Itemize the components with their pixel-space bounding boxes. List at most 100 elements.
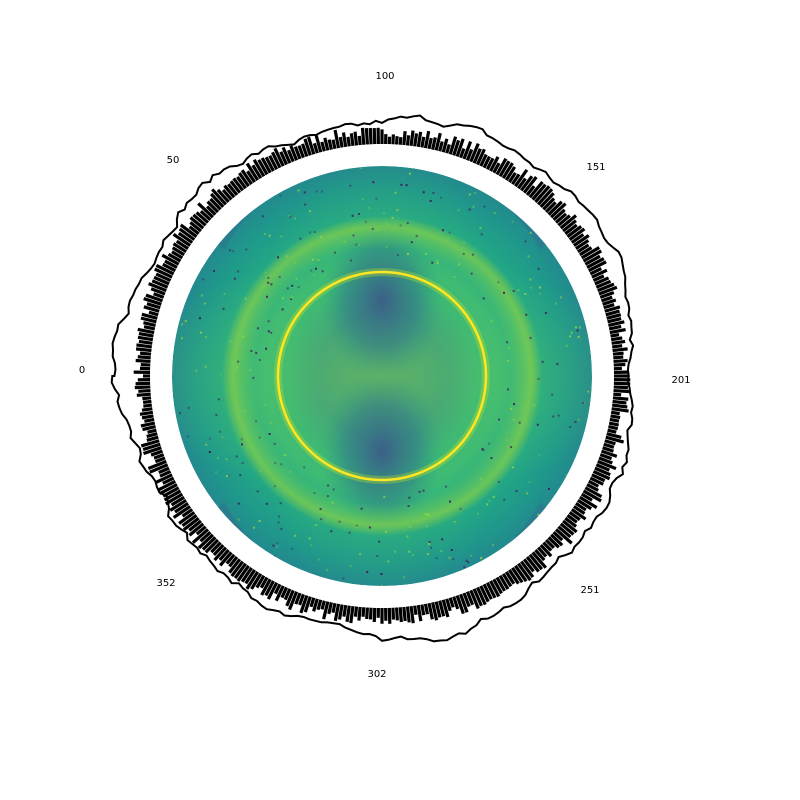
heatmap-speckle — [385, 246, 388, 249]
heatmap-speckle — [526, 492, 529, 495]
radial-bar — [610, 414, 621, 420]
radial-bar — [264, 156, 275, 172]
heatmap-speckle — [480, 477, 483, 480]
heatmap-speckle — [557, 414, 560, 417]
outer-line-profile — [110, 114, 635, 643]
radial-bar — [327, 602, 333, 615]
radial-bar — [303, 596, 312, 613]
radial-bar — [322, 601, 330, 620]
radial-bar — [564, 223, 578, 236]
heatmap-speckle — [280, 235, 283, 238]
radial-bar — [306, 136, 316, 155]
heatmap-speckle — [259, 469, 262, 472]
tick-label-302: 302 — [367, 669, 386, 680]
radial-bar — [320, 141, 326, 152]
radial-bar — [485, 581, 497, 599]
heatmap-speckle — [408, 550, 411, 553]
heatmap-speckle — [377, 229, 380, 232]
radial-bar — [342, 604, 348, 617]
heatmap-speckle — [418, 490, 421, 493]
radial-bar — [398, 607, 403, 623]
radial-bar — [333, 603, 341, 622]
radial-bar — [611, 339, 626, 345]
heatmap-speckle — [411, 554, 414, 556]
radial-bar — [141, 312, 158, 320]
heatmap-speckle — [226, 475, 229, 477]
heatmap-speckle — [289, 470, 292, 473]
radial-bar — [141, 414, 154, 420]
heatmap-speckle — [209, 437, 211, 440]
radial-bar — [139, 410, 154, 416]
radial-bar — [445, 598, 452, 612]
radial-bar — [482, 583, 493, 600]
heatmap-speckle — [367, 206, 370, 209]
radial-bar — [492, 578, 503, 595]
radial-bar — [146, 302, 161, 310]
radial-bar — [155, 264, 175, 276]
tick-label-251: 251 — [580, 585, 599, 596]
heatmap-speckle — [181, 337, 183, 340]
heatmap-speckle — [255, 420, 258, 423]
radial-bar — [531, 551, 548, 569]
radial-bar — [427, 137, 433, 150]
heatmap-speckle — [279, 502, 282, 505]
radial-bar — [213, 546, 228, 562]
radial-bar — [331, 139, 337, 150]
heatmap-speckle — [286, 287, 289, 290]
heatmap-speckle — [447, 236, 450, 239]
heatmap-speckle — [371, 227, 374, 230]
heatmap-speckle — [310, 544, 312, 547]
heatmap-speckle — [272, 544, 275, 547]
heatmap-speckle — [511, 220, 514, 223]
radial-bar — [232, 177, 244, 192]
heatmap-speckle — [383, 496, 386, 498]
heatmap-speckle — [355, 524, 358, 527]
heatmap-speckle — [202, 278, 205, 281]
radial-bar — [245, 162, 260, 181]
heatmap-speckle — [315, 190, 318, 193]
heatmap-speckle — [408, 496, 411, 499]
radial-bar — [223, 184, 236, 199]
heatmap-speckle — [529, 278, 532, 281]
heatmap-speckle — [361, 198, 364, 200]
heatmap-speckle — [232, 250, 235, 253]
radial-bar — [479, 153, 488, 167]
radial-bar — [312, 598, 319, 612]
radial-bar — [587, 479, 600, 488]
radial-bar — [169, 498, 187, 512]
radial-bar — [135, 358, 151, 364]
heatmap-speckle — [279, 194, 282, 197]
radial-bar — [140, 439, 160, 448]
heatmap-speckle — [205, 443, 208, 446]
radial-bar — [177, 231, 194, 244]
heatmap-speckle — [283, 454, 286, 457]
radial-bar — [353, 606, 359, 617]
heatmap-speckle — [332, 488, 335, 491]
radial-bar — [613, 358, 628, 364]
radial-bar — [368, 127, 373, 145]
heatmap-speckle — [448, 556, 451, 559]
radial-bar — [580, 246, 601, 260]
radial-bar — [525, 185, 536, 196]
heatmap-speckle — [253, 526, 255, 529]
radial-bar — [268, 154, 279, 171]
radial-bar — [522, 558, 535, 573]
radial-bar — [498, 574, 510, 590]
radial-bar — [613, 385, 628, 390]
radial-bar — [398, 136, 403, 145]
radial-bar — [316, 599, 323, 611]
radial-bar — [270, 151, 282, 169]
radial-bar — [365, 607, 370, 620]
radial-bar — [174, 502, 189, 514]
heatmap-speckle — [204, 365, 207, 368]
heatmap-speckle — [276, 545, 279, 548]
radial-bar — [195, 211, 210, 224]
radial-bar — [587, 260, 607, 273]
radial-bar — [448, 136, 458, 155]
radial-bar — [591, 473, 606, 483]
radial-bar — [438, 600, 446, 617]
heatmap-speckle — [518, 421, 521, 424]
heatmap-speckle — [498, 418, 500, 421]
radial-bar — [264, 580, 275, 597]
radial-bar — [511, 173, 521, 186]
